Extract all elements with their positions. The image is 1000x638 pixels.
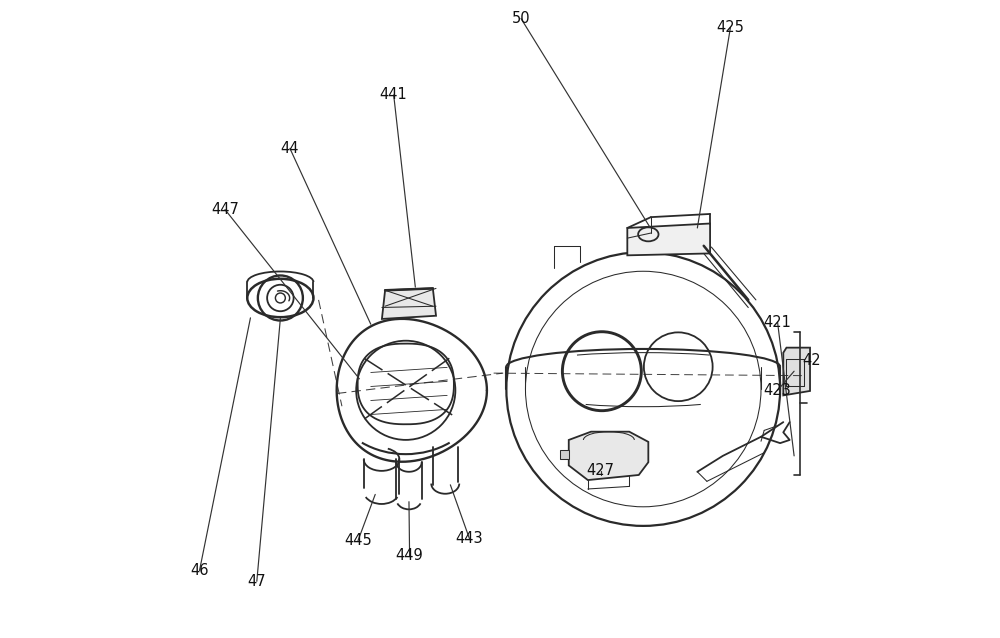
Polygon shape xyxy=(382,288,436,319)
Text: 47: 47 xyxy=(248,574,266,589)
Text: 445: 445 xyxy=(344,533,372,548)
Polygon shape xyxy=(783,348,810,396)
Polygon shape xyxy=(627,223,710,255)
Text: 441: 441 xyxy=(380,87,408,103)
Text: 447: 447 xyxy=(211,202,239,217)
Text: 421: 421 xyxy=(764,315,791,330)
Text: 50: 50 xyxy=(512,11,530,26)
Text: 449: 449 xyxy=(396,548,423,563)
Text: 427: 427 xyxy=(587,463,615,478)
Text: 42: 42 xyxy=(803,353,821,368)
Text: 423: 423 xyxy=(764,383,791,398)
Polygon shape xyxy=(569,432,648,480)
Text: 44: 44 xyxy=(281,141,299,156)
Polygon shape xyxy=(560,450,569,459)
Text: 46: 46 xyxy=(190,563,209,578)
Text: 443: 443 xyxy=(456,531,483,546)
Text: 425: 425 xyxy=(717,20,744,35)
